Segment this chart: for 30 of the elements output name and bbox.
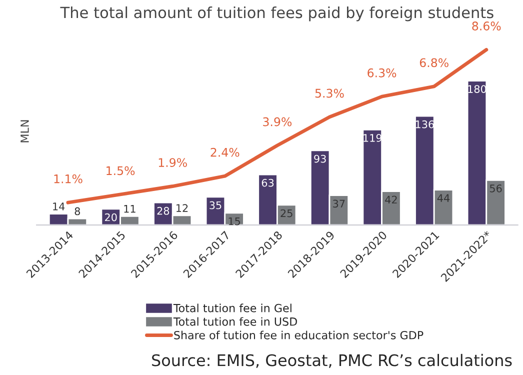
data-label: 63 — [262, 178, 274, 187]
data-label: 1.9% — [158, 158, 187, 167]
data-label: 56 — [490, 184, 502, 192]
data-label: 25 — [280, 209, 292, 218]
legend-label: Share of tution fee in education sector's GDP — [174, 330, 424, 340]
data-label: 1.5% — [106, 166, 135, 176]
data-label: 5.3% — [315, 88, 344, 98]
legend-label: Total tution fee in Gel — [173, 304, 292, 312]
legend-label: Total tution fee in USD — [173, 317, 297, 326]
data-label: 6.8% — [420, 58, 448, 68]
data-label: 42 — [385, 196, 397, 204]
data-label: 35 — [210, 201, 222, 210]
source-note: Source: EMIS, Geostat, PMC RC’s calculations — [152, 354, 512, 368]
data-label: 37 — [333, 200, 345, 208]
y-axis-title: MLN — [20, 120, 29, 142]
data-label: 93 — [314, 154, 326, 163]
chart-title: The total amount of tuition fees paid by foreign students — [60, 6, 494, 22]
data-label: 20 — [105, 213, 117, 222]
data-label: 44 — [437, 194, 450, 202]
data-label: 8 — [74, 207, 80, 216]
data-label: 14 — [53, 202, 65, 210]
data-label: 8.6% — [472, 22, 501, 30]
data-label: 1.1% — [54, 174, 82, 184]
data-label: 2.4% — [210, 148, 240, 157]
data-label: 3.9% — [263, 117, 292, 126]
data-label: 6.3% — [368, 68, 396, 78]
data-label: 28 — [157, 206, 170, 215]
data-label: 15 — [228, 217, 240, 226]
data-label: 11 — [124, 205, 136, 213]
data-label: 12 — [176, 204, 188, 212]
